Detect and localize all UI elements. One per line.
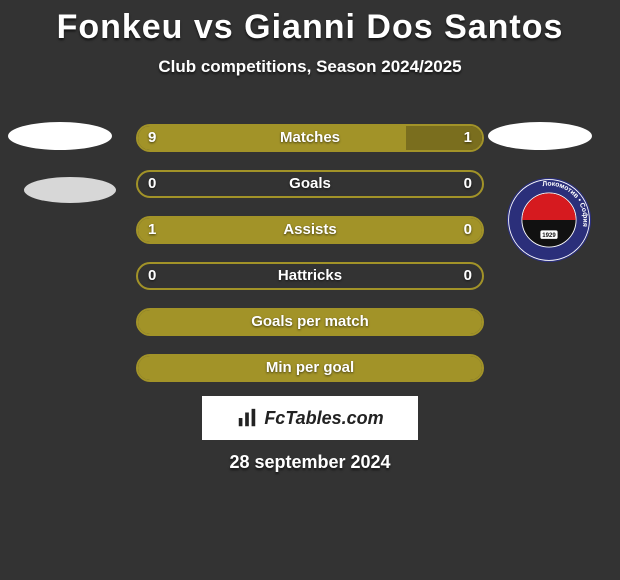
stat-value-left: 1 xyxy=(148,218,156,242)
svg-text:1929: 1929 xyxy=(542,233,556,239)
stat-row: Goals per match xyxy=(136,308,484,336)
stat-value-left: 9 xyxy=(148,126,156,150)
club-badge-right: Локомотив • София 1929 xyxy=(506,177,592,263)
stat-label: Matches xyxy=(138,126,482,150)
stat-label: Goals per match xyxy=(138,310,482,334)
chart-icon xyxy=(236,407,258,429)
stat-value-left: 0 xyxy=(148,264,156,288)
brand-box: FcTables.com xyxy=(202,396,418,440)
player-right-avatar-top xyxy=(488,122,592,150)
stat-row: Assists1 0 xyxy=(136,216,484,244)
stat-value-left: 0 xyxy=(148,172,156,196)
subtitle: Club competitions, Season 2024/2025 xyxy=(0,57,620,77)
stat-label: Hattricks xyxy=(138,264,482,288)
stat-label: Min per goal xyxy=(138,356,482,380)
stat-value-right: 0 xyxy=(464,264,472,288)
stat-row: Matches9 1 xyxy=(136,124,484,152)
brand-text: FcTables.com xyxy=(264,408,383,429)
date-text: 28 september 2024 xyxy=(0,452,620,473)
stat-row: Hattricks0 0 xyxy=(136,262,484,290)
player-left-avatar-top xyxy=(8,122,112,150)
stat-value-right: 1 xyxy=(464,126,472,150)
page-title: Fonkeu vs Gianni Dos Santos xyxy=(0,0,620,47)
stat-value-right: 0 xyxy=(464,172,472,196)
stat-label: Assists xyxy=(138,218,482,242)
player-left-avatar-bottom xyxy=(24,177,116,203)
stat-value-right: 0 xyxy=(464,218,472,242)
stat-row: Goals0 0 xyxy=(136,170,484,198)
stat-label: Goals xyxy=(138,172,482,196)
stat-row: Min per goal xyxy=(136,354,484,382)
